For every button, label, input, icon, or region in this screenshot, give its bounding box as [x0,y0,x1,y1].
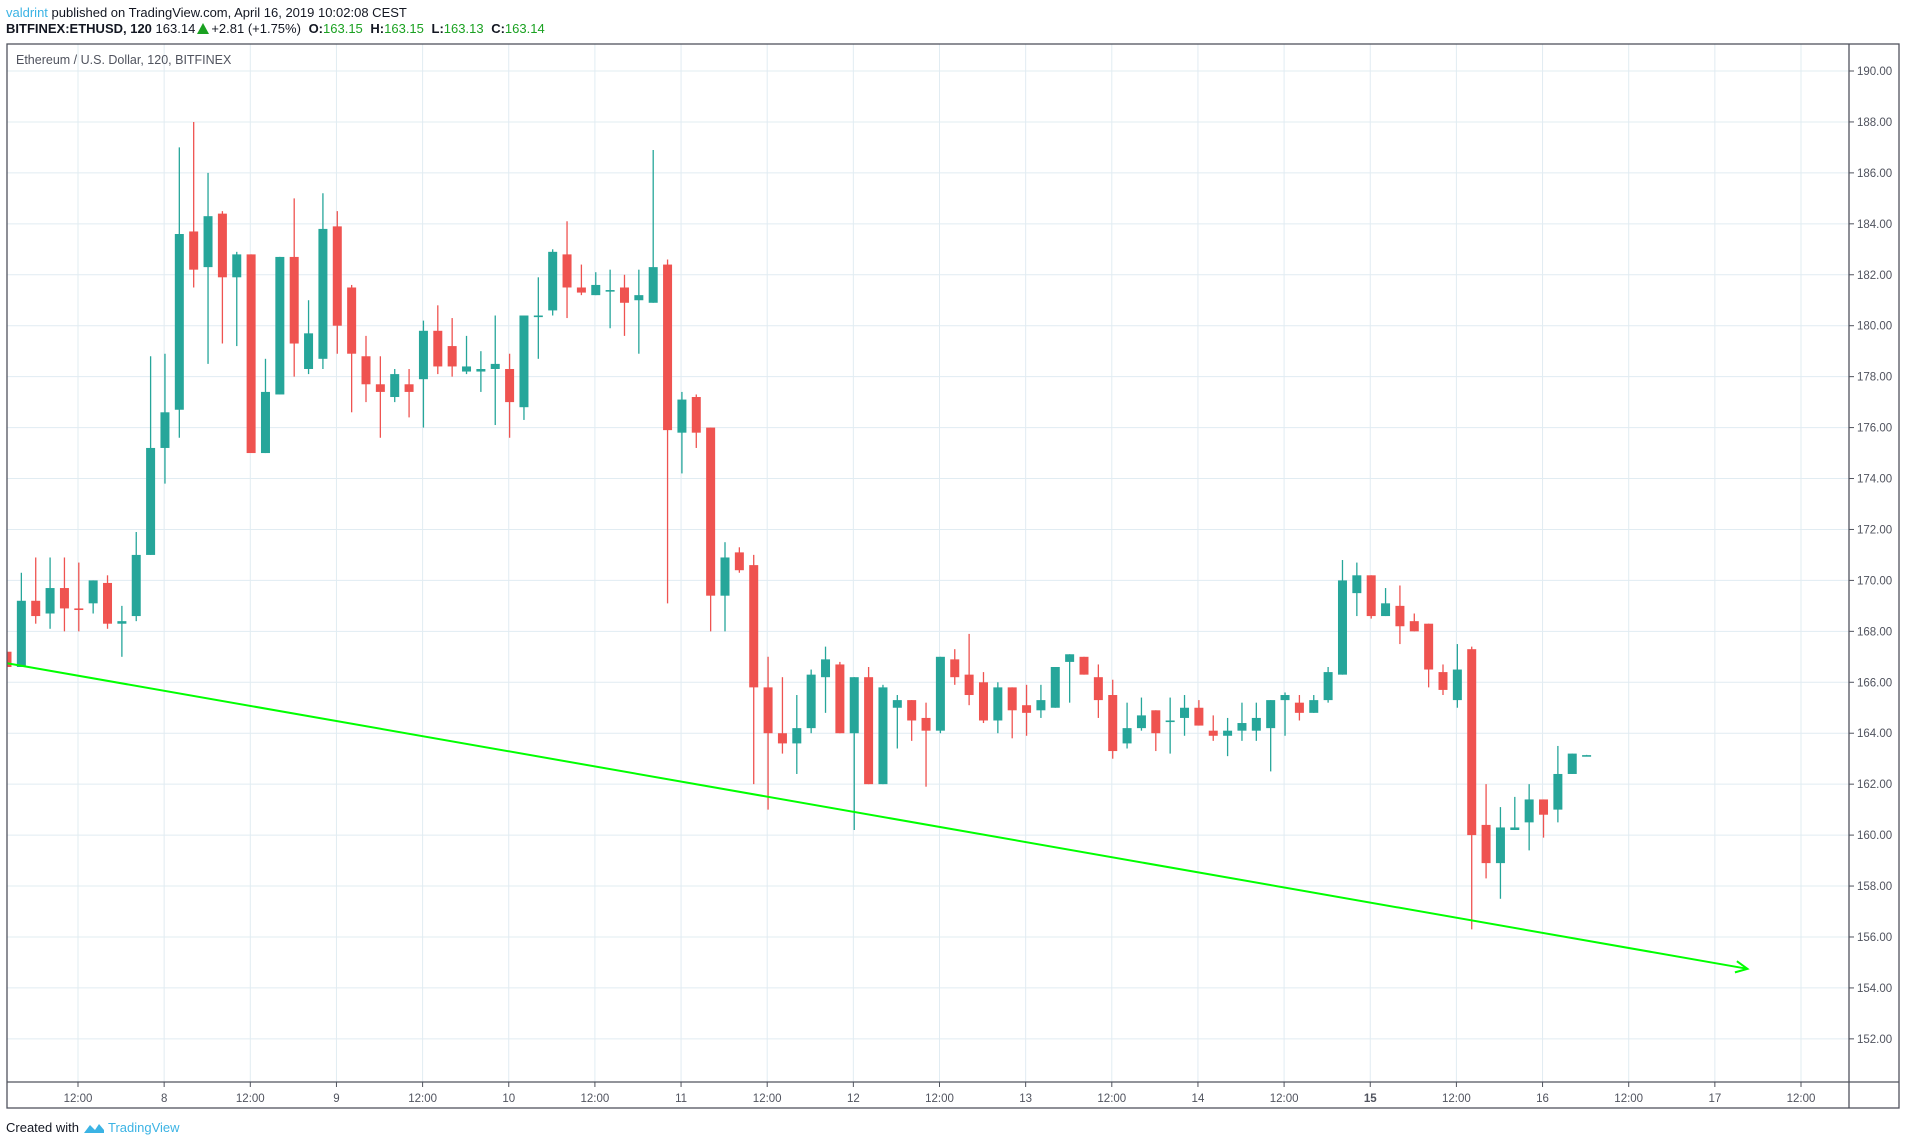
time-tick-label: 8 [161,1093,167,1105]
price-tick-label: 190.00 [1857,66,1892,78]
candlestick-chart[interactable]: 190.00 188.00 186.00 184.00 182.00 180.00 178.… [0,0,1905,1115]
time-tick-label: 17 [1708,1093,1721,1105]
open-label: O: [308,21,324,36]
time-tick-label: 12:00 [1614,1093,1643,1105]
author-link[interactable]: valdrint [6,5,48,20]
time-tick-label: 12:00 [581,1093,610,1105]
time-tick-label: 12:00 [408,1093,437,1105]
time-tick-label: 16 [1536,1093,1549,1105]
price-tick-label: 164.00 [1857,728,1892,740]
price-tick-label: 186.00 [1857,168,1892,180]
symbol-label: BITFINEX:ETHUSD, 120 [6,21,152,36]
open-value: 163.15 [323,21,363,36]
price-tick-label: 158.00 [1857,881,1892,893]
published-text: published on TradingView.com, April 16, … [47,5,407,20]
arrow-head-icon [1734,960,1750,974]
price-tick-label: 172.00 [1857,524,1892,536]
price-tick-label: 180.00 [1857,321,1892,333]
price-tick-label: 170.00 [1857,575,1892,587]
time-tick-label: 12:00 [1787,1093,1816,1105]
time-tick-label: 13 [1019,1093,1032,1105]
price-tick-label: 162.00 [1857,779,1892,791]
chart-title: Ethereum / U.S. Dollar, 120, BITFINEX [16,53,232,67]
close-label: C: [491,21,505,36]
low-value: 163.13 [443,21,484,36]
time-tick-label: 12 [847,1093,860,1105]
time-tick-label: 12:00 [1270,1093,1299,1105]
time-tick-label: 12:00 [1097,1093,1126,1105]
time-axis[interactable]: 12:00 8 12:00 9 12:00 10 12:00 11 12:00 12 12:00 13… [64,1082,1816,1105]
price-tick-label: 160.00 [1857,830,1892,842]
candles [7,121,1592,930]
price-tick-label: 188.00 [1857,117,1892,129]
price-tick-label: 174.00 [1857,474,1892,486]
low-label: L: [431,21,444,36]
chart-border [6,43,1900,1109]
trendline-drawing[interactable] [7,662,1750,974]
created-with-label: Created with [6,1120,79,1135]
price-tick-label: 178.00 [1857,372,1892,384]
price-tick-label: 156.00 [1857,932,1892,944]
price-tick-label: 184.00 [1857,219,1892,231]
symbol-info: BITFINEX:ETHUSD, 120 163.14 +2.81 (+1.75%… [6,21,545,36]
time-tick-label: 12:00 [1442,1093,1471,1105]
time-tick-label: 12:00 [753,1093,782,1105]
price-tick-label: 182.00 [1857,270,1892,282]
time-tick-label: 14 [1192,1093,1205,1105]
time-tick-label: 9 [333,1093,339,1105]
up-arrow-icon [197,23,210,34]
time-tick-label: 12:00 [64,1093,93,1105]
tradingview-logo-icon [83,1123,104,1133]
price-tick-label: 154.00 [1857,983,1892,995]
time-tick-label: 10 [502,1093,515,1105]
publish-info: valdrint published on TradingView.com, A… [6,5,407,20]
high-label: H: [370,21,385,36]
price-tick-label: 168.00 [1857,626,1892,638]
tradingview-link[interactable]: TradingView [107,1120,180,1135]
time-tick-label: 12:00 [236,1093,265,1105]
close-value: 163.14 [504,21,545,36]
time-tick-label: 12:00 [925,1093,954,1105]
time-tick-label: 11 [675,1093,687,1105]
price-tick-label: 166.00 [1857,677,1892,689]
price-axis[interactable]: 190.00 188.00 186.00 184.00 182.00 180.00 178.… [1849,66,1892,1046]
footer: Created with TradingView [6,1120,180,1135]
price-change: +2.81 (+1.75%) [211,21,301,36]
last-price: 163.14 [155,21,196,36]
price-tick-label: 176.00 [1857,423,1892,435]
high-value: 163.15 [384,21,424,36]
price-tick-label: 152.00 [1857,1034,1892,1046]
time-tick-label: 15 [1364,1093,1377,1105]
chart-grid [7,44,1849,1082]
